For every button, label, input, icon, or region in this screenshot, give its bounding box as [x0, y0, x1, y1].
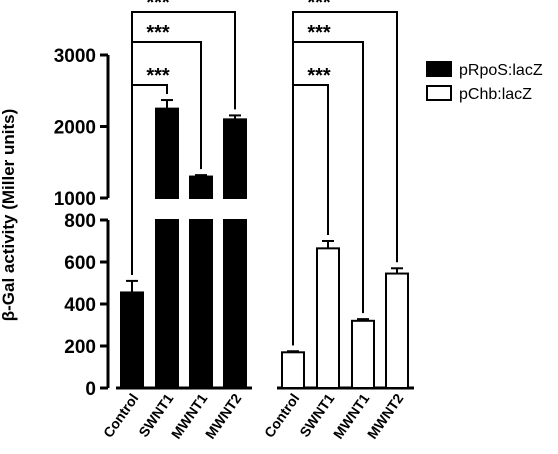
y-tick-label-upper-2000: 2000 — [54, 118, 96, 139]
bar-0-mwnt1-upper — [189, 175, 213, 200]
bars — [120, 99, 409, 390]
bar-1-control — [281, 351, 305, 389]
significance-annotations: *** *** *** *** *** *** — [131, 0, 398, 346]
x-tick-label-1-3: MWNT2 — [364, 390, 407, 441]
significance-label-1-2: *** — [307, 0, 331, 14]
bar-0-swnt1-lower — [155, 219, 179, 389]
bar-0-mwnt2-upper — [223, 118, 247, 199]
y-tick-label-lower-600: 600 — [64, 253, 96, 274]
y-axis-label: β-Gal activity (Miller units) — [0, 109, 18, 322]
bar-0-mwnt1-lower — [189, 219, 213, 389]
legend-label-0: pRpoS:lacZ — [459, 62, 543, 79]
bar-1-mwnt1 — [351, 319, 375, 389]
significance-label-1-0: *** — [307, 65, 331, 87]
significance-label-0-1: *** — [146, 22, 170, 44]
y-tick-label-upper-1000: 1000 — [54, 189, 96, 210]
bar-1-swnt1 — [316, 247, 340, 389]
y-tick-label-lower-800: 800 — [64, 211, 96, 232]
x-tick-label-0-0: Control — [100, 391, 142, 441]
significance-label-0-2: *** — [146, 0, 170, 14]
y-tick-label-lower-200: 200 — [64, 337, 96, 358]
bar-0-mwnt2-lower — [223, 219, 247, 389]
bracket-1-2 — [292, 11, 398, 346]
x-tick-label-1-0: Control — [261, 391, 303, 441]
bar-1-mwnt2 — [385, 272, 409, 389]
legend-label-1: pChb:lacZ — [459, 86, 532, 103]
significance-label-0-0: *** — [146, 65, 170, 87]
y-tick-label-lower-0: 0 — [85, 379, 96, 400]
y-tick-label-lower-400: 400 — [64, 295, 96, 316]
legend: pRpoS:lacZ pChb:lacZ — [426, 61, 543, 103]
bar-0-swnt1-upper — [155, 107, 179, 199]
bracket-0-2 — [131, 11, 236, 275]
legend-swatch-1 — [426, 85, 452, 101]
y-tick-label-upper-3000: 3000 — [54, 46, 96, 67]
x-tick-label-0-3: MWNT2 — [202, 390, 245, 441]
legend-swatch-0 — [426, 61, 452, 77]
significance-label-1-1: *** — [307, 22, 331, 44]
bar-0-control — [120, 291, 144, 390]
